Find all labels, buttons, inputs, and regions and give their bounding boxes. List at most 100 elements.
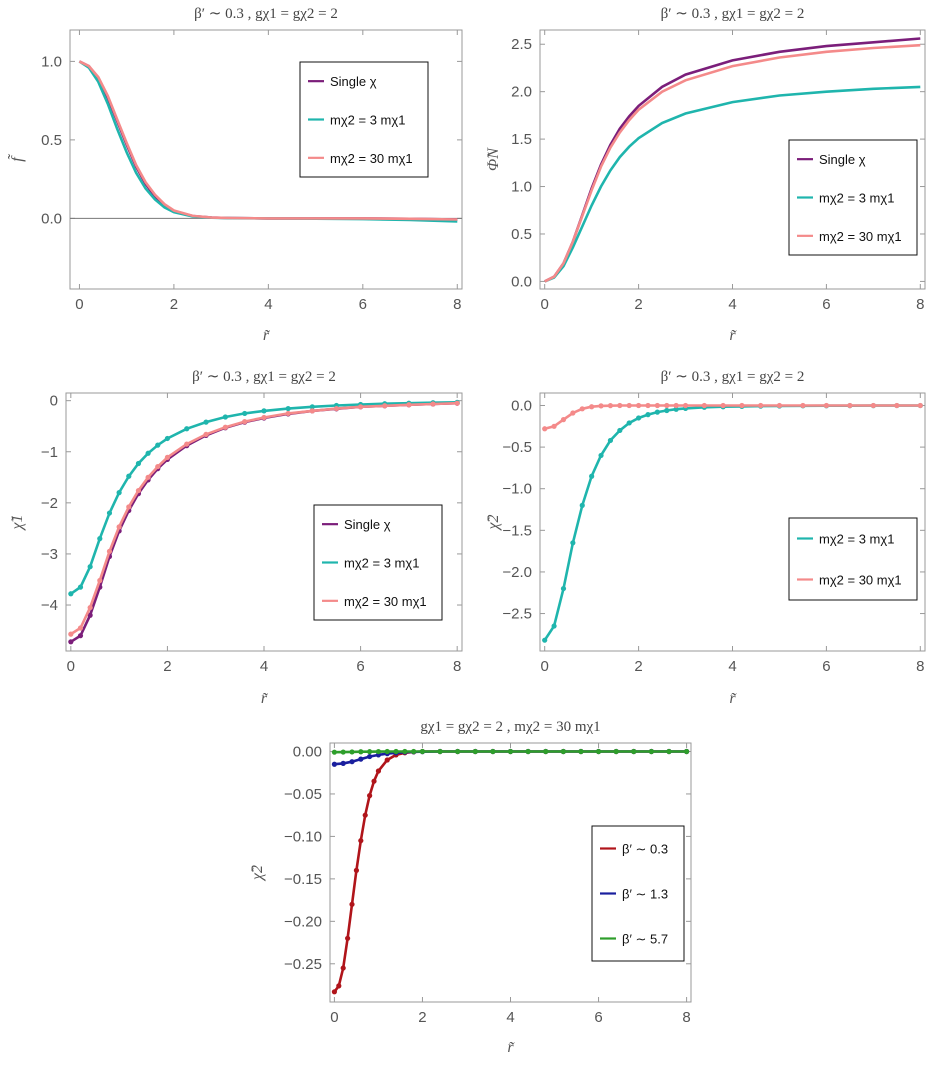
series-3-point xyxy=(333,405,340,412)
series-1-point xyxy=(589,473,595,479)
series-2-point xyxy=(635,402,642,409)
y-tick-label: −4 xyxy=(41,597,58,614)
series-2-point xyxy=(164,435,171,442)
series-3-point xyxy=(203,431,209,437)
series-2-point xyxy=(579,406,585,412)
series-2-point xyxy=(917,402,923,409)
y-tick-label: −3 xyxy=(41,546,58,563)
series-3-point xyxy=(384,748,390,755)
series-2-point xyxy=(184,426,190,432)
series-2-point xyxy=(570,410,576,416)
legend-entry: β′ ∼ 5.7 xyxy=(622,932,668,947)
series-2-point xyxy=(720,402,726,409)
series-3-point xyxy=(331,749,338,755)
series-3-point xyxy=(164,454,171,460)
series-3-point xyxy=(184,441,190,447)
series-2-point xyxy=(617,402,623,409)
series-2-point xyxy=(77,584,84,590)
series-2-point xyxy=(739,402,745,409)
series-1-point xyxy=(331,989,338,995)
series-3-point xyxy=(490,748,496,755)
series-3-point xyxy=(106,548,113,554)
series-3-point xyxy=(97,577,103,584)
x-tick-label: 4 xyxy=(728,658,736,675)
x-tick-label: 8 xyxy=(916,296,924,313)
y-tick-label: 0.0 xyxy=(511,273,532,290)
series-1-point xyxy=(336,983,342,989)
x-tick-label: 8 xyxy=(916,658,924,675)
y-tick-label: −1.5 xyxy=(502,522,532,539)
series-3-point xyxy=(525,748,531,755)
series-3-point xyxy=(472,748,478,755)
x-tick-label: 2 xyxy=(163,658,171,675)
series-3-point xyxy=(648,748,654,755)
series-2-point xyxy=(847,402,853,409)
x-tick-label: 0 xyxy=(75,296,83,313)
y-tick-label: −0.25 xyxy=(284,956,322,973)
series-3-point xyxy=(406,402,412,408)
legend-entry: β′ ∼ 0.3 xyxy=(622,842,668,857)
series-1-point xyxy=(635,415,642,421)
legend-box xyxy=(788,517,918,601)
chart-title: β′ ∼ 0.3 , gχ1 = gχ2 = 2 xyxy=(661,369,805,385)
series-2-point xyxy=(870,402,876,409)
series-1-point xyxy=(345,935,351,941)
series-1-point xyxy=(617,427,623,434)
series-2-point xyxy=(222,414,228,420)
series-3-point xyxy=(507,748,514,755)
y-tick-label: 0.0 xyxy=(41,210,62,227)
chart-title: β′ ∼ 0.3 , gχ1 = gχ2 = 2 xyxy=(192,369,336,385)
series-3-point xyxy=(543,748,549,755)
series-2-point xyxy=(358,756,364,762)
x-tick-label: 6 xyxy=(822,658,830,675)
x-tick-label: 4 xyxy=(506,1009,514,1026)
series-3-point xyxy=(437,748,443,755)
series-1-point xyxy=(340,965,346,971)
series-1-point xyxy=(673,406,679,412)
series-2-point xyxy=(87,564,93,570)
series-2-point xyxy=(203,419,209,425)
series-2-point xyxy=(261,408,267,414)
series-1-point xyxy=(654,409,660,415)
plot-frame xyxy=(69,29,463,290)
series-2-point xyxy=(155,442,161,448)
series-3-point xyxy=(357,404,364,410)
series-3-point xyxy=(683,748,690,755)
series-3-point xyxy=(375,748,382,755)
series-2-point xyxy=(309,404,315,410)
series-3-point xyxy=(242,419,248,425)
series-3-point xyxy=(77,625,84,631)
series-1-point xyxy=(362,812,368,818)
series-1-point xyxy=(371,778,377,784)
series-3-point xyxy=(454,400,460,406)
x-tick-label: 0 xyxy=(541,658,549,675)
y-axis-label: Φ̃N xyxy=(485,147,502,171)
series-2-point xyxy=(242,410,248,417)
x-tick-label: 2 xyxy=(634,296,642,313)
x-axis-label: r̃ xyxy=(507,1039,515,1056)
y-tick-label: 0.0 xyxy=(511,397,532,414)
y-tick-label: −0.15 xyxy=(284,871,322,888)
y-tick-label: −0.5 xyxy=(502,439,532,456)
y-tick-label: 1.0 xyxy=(511,179,532,196)
y-axis-label: χ̃1 xyxy=(9,514,26,531)
series-1-point xyxy=(579,502,585,508)
y-axis-label: χ̃2 xyxy=(249,865,266,882)
series-1-point xyxy=(598,452,604,459)
y-tick-label: 0.5 xyxy=(41,132,62,149)
x-tick-label: 8 xyxy=(453,296,461,313)
series-line-2 xyxy=(544,85,921,283)
chart-panel-4: 0 2 4 6 8 0.0 −0.5 −1.0 −1.5 −2.0 −2.5 β′ ∼ 0.3 , g… xyxy=(485,369,926,707)
series-2-point xyxy=(367,753,373,760)
x-tick-label: 4 xyxy=(728,296,736,313)
chart-title: gχ1 = gχ2 = 2 , mχ2 = 30 mχ1 xyxy=(420,719,600,735)
chart-panel-2: 0 2 4 6 8 0.0 0.5 1.0 1.5 2.0 2.5 β′ ∼ 0.3 , gχ1 = … xyxy=(485,6,926,344)
y-tick-label: 2.0 xyxy=(511,84,532,101)
series-1-point xyxy=(570,540,576,546)
series-3-point xyxy=(135,487,142,494)
series-3-point xyxy=(285,410,291,417)
legend-entry: mχ2 = 30 mχ1 xyxy=(819,573,902,588)
series-3-point xyxy=(419,748,426,755)
y-tick-label: −0.05 xyxy=(284,786,322,803)
